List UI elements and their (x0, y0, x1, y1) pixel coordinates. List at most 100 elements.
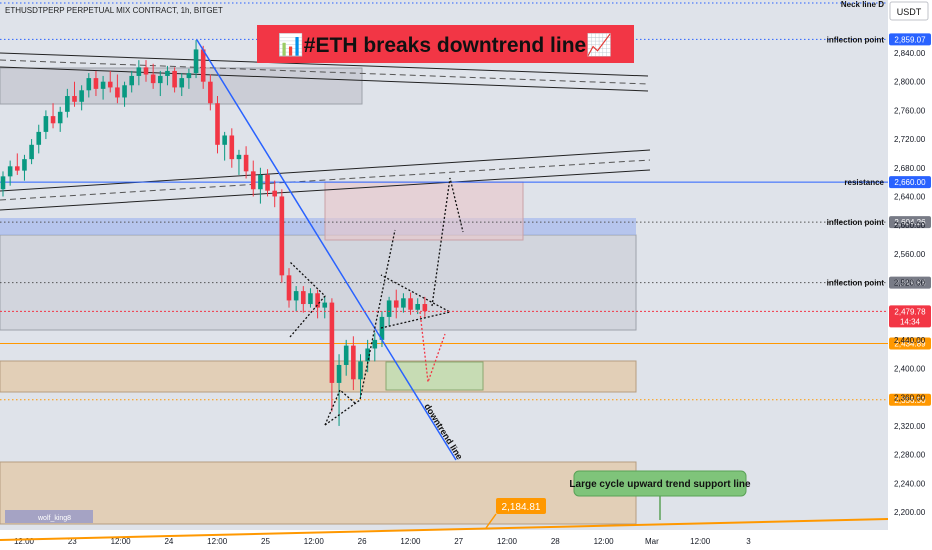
candle-body (393, 300, 399, 308)
candle-body (150, 74, 156, 84)
candle-body (172, 70, 177, 88)
candle-body (279, 196, 285, 276)
candle-body (415, 304, 420, 310)
price-tick-label: 2,360.00 (894, 393, 926, 402)
candle-body (158, 75, 163, 84)
time-axis-background (0, 530, 888, 550)
level-badge-value: 2,859.07 (894, 35, 926, 44)
price-tick-label: 2,240.00 (894, 479, 926, 488)
current-price-value: 2,479.78 (894, 307, 926, 316)
demand-zone-tan (0, 360, 637, 393)
upper-channel-top (0, 52, 649, 77)
candle-body (22, 159, 27, 171)
retest-zone-green (385, 361, 484, 391)
candle-body (107, 81, 113, 88)
currency-button[interactable] (889, 1, 929, 21)
level-badge (889, 176, 931, 189)
time-tick-label: 12:00 (304, 537, 325, 546)
candle-body (65, 96, 70, 112)
candle-body (358, 361, 363, 380)
level-badge-value: 2,660.00 (894, 178, 926, 187)
left-triangle (289, 261, 326, 338)
price-tick-label: 2,720.00 (894, 135, 926, 144)
time-tick-label: 27 (454, 537, 463, 546)
candle-body (315, 293, 320, 308)
time-tick-label: 25 (261, 537, 270, 546)
time-tick-label: 12:00 (111, 537, 132, 546)
candle-body (136, 67, 142, 76)
chart-title: 📊#ETH breaks downtrend line📈 (278, 32, 613, 57)
downtrend-line (196, 39, 457, 461)
price-tick-label: 2,800.00 (894, 78, 926, 87)
level-label: inflection point (827, 279, 885, 288)
candles (0, 40, 428, 426)
price-tick-label: 2,560.00 (894, 250, 926, 259)
price-tick-label: 2,840.00 (894, 49, 926, 58)
support-note-text: Large cycle upward trend support line (569, 479, 751, 490)
level-label: resistance (844, 178, 884, 187)
upper-channel-mid (0, 59, 649, 85)
candle-body (57, 111, 63, 124)
candle-body (229, 135, 235, 160)
time-tick-label: 28 (551, 537, 560, 546)
price-tick-label: 2,440.00 (894, 336, 926, 345)
candle-body (122, 85, 127, 98)
level-badge (889, 393, 931, 406)
support-value-pointer (485, 513, 497, 529)
candle-body (43, 116, 49, 132)
candle-body (293, 291, 299, 301)
neck-line-label: Neck line D (841, 0, 884, 9)
candle-body (301, 291, 306, 305)
candle-body (236, 154, 242, 160)
candle-body (408, 298, 413, 310)
candle-body (100, 81, 106, 89)
level-badge (889, 33, 931, 46)
projection-paths (289, 177, 464, 426)
candle-body (422, 304, 428, 312)
candle-body (129, 75, 134, 86)
lower-channel-top (0, 149, 651, 192)
current-price-badge (889, 305, 931, 328)
candle-body (258, 174, 263, 190)
price-tick-label: 2,400.00 (894, 365, 926, 374)
level-badge (889, 337, 931, 350)
time-tick-label: 12:00 (594, 537, 615, 546)
candle-body (372, 339, 378, 349)
candle-body (215, 103, 220, 145)
level-badge-value: 2,434.89 (894, 340, 926, 349)
price-tick-label: 2,520.00 (894, 279, 926, 288)
price-tick-label: 2,680.00 (894, 164, 926, 173)
candle-body (351, 345, 356, 380)
candle-body (322, 302, 328, 308)
level-label: inflection point (827, 35, 885, 44)
candle-body (250, 171, 256, 190)
title-banner (257, 25, 634, 63)
price-tick-label: 2,760.00 (894, 106, 926, 115)
currency-button-label: USDT (897, 7, 922, 17)
candle-body (86, 78, 92, 91)
price-tick-label: 2,320.00 (894, 422, 926, 431)
candle-body (7, 166, 13, 177)
candle-body (79, 90, 84, 102)
candle-body (15, 166, 20, 171)
candle-body (243, 154, 249, 172)
price-tick-label: 2,640.00 (894, 192, 926, 201)
candle-body (186, 73, 192, 79)
candle-body (401, 298, 406, 308)
upper-channel-bottom (0, 66, 649, 92)
level-badge-value: 2,519.83 (894, 279, 926, 288)
time-tick-label: 3 (746, 537, 751, 546)
author-watermark: wolf_king8 (37, 515, 71, 522)
zones (0, 67, 637, 525)
candle-body (208, 81, 213, 104)
time-tick-label: 12:00 (690, 537, 711, 546)
candle-body (50, 116, 56, 124)
time-axis: 12:00 23 12:00 24 12:00 25 12:00 26 12:00 27 12:00… (14, 537, 751, 546)
author-watermark-bg (5, 510, 93, 523)
time-tick-label: 12:00 (497, 537, 518, 546)
candle-body (165, 70, 170, 76)
candle-body (200, 49, 206, 82)
candle-body (343, 345, 349, 365)
